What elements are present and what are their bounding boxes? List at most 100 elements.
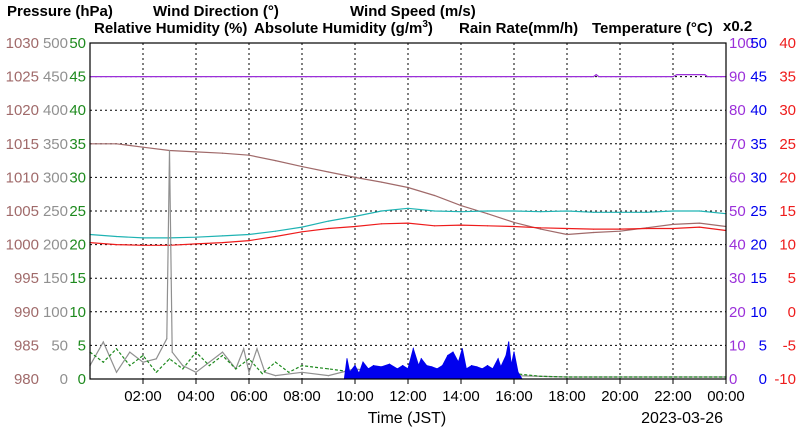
- series-abs_humidity-point: [539, 211, 542, 213]
- y-tick-label-pressure: 995: [14, 270, 39, 287]
- series-wind_speed-point: [274, 361, 277, 363]
- series-rain-point: [471, 365, 473, 367]
- series-rain-point: [388, 363, 391, 365]
- y-tick-label-temperature: 35: [779, 69, 796, 86]
- series-pressure-point: [672, 223, 674, 225]
- x-tick-label: 10:00: [336, 388, 374, 405]
- series-abs_humidity-point: [513, 210, 515, 212]
- y-tick-label-temperature: 40: [779, 35, 796, 52]
- series-wind_direction-point: [248, 371, 250, 373]
- y-tick-label-pressure: 1010: [6, 169, 39, 186]
- series-pressure-point: [195, 151, 197, 153]
- series-wind_direction-point: [102, 341, 104, 343]
- x-tick-label: 14:00: [442, 388, 480, 405]
- series-wind_speed-point: [182, 368, 184, 370]
- series-abs_humidity-point: [592, 211, 595, 213]
- y-tick-label-wind_speed: 35: [69, 136, 86, 153]
- series-temperature-point: [486, 225, 489, 227]
- y-tick-label-humidity: 100: [729, 35, 754, 52]
- legend-rain-scale: x0.2: [723, 18, 752, 35]
- series-pressure-point: [513, 221, 515, 223]
- series-temperature-point: [592, 228, 595, 230]
- series-temperature-point: [115, 244, 118, 246]
- series-temperature-point: [407, 222, 409, 224]
- y-tick-label-temperature: 10: [779, 237, 796, 254]
- y-tick-label-wind_speed: 5: [78, 337, 86, 354]
- series-temperature-point: [380, 223, 383, 225]
- series-rain-point: [367, 368, 369, 370]
- series-abs_humidity-point: [274, 230, 277, 232]
- series-temperature-point: [168, 244, 171, 246]
- series-rain-point: [492, 368, 494, 370]
- y-tick-label-wind_speed: 25: [69, 203, 86, 220]
- series-rain-point: [476, 366, 478, 368]
- series-abs_humidity-point: [407, 207, 409, 209]
- y-tick-label-wind_direction: 450: [43, 69, 68, 86]
- series-temperature-point: [354, 225, 356, 228]
- y-tick-label-humidity: 0: [729, 371, 737, 388]
- series-wind_direction-point: [129, 351, 131, 353]
- y-tick-label-temperature: 5: [788, 270, 796, 287]
- y-tick-label-pressure: 1030: [6, 35, 39, 52]
- y-tick-label-temperature: 30: [779, 102, 796, 119]
- series-temperature-point: [274, 235, 277, 238]
- series-wind_direction-point: [195, 371, 197, 373]
- series-pressure-point: [380, 181, 383, 183]
- series-wind_direction-point: [243, 348, 245, 350]
- series-pressure-point: [274, 160, 277, 162]
- series-pressure-point: [486, 213, 489, 215]
- series-humidity-point: [592, 76, 595, 78]
- y-tick-label-humidity: 90: [729, 69, 746, 86]
- y-tick-label-wind_speed: 0: [78, 371, 86, 388]
- series-rain-point: [358, 373, 360, 375]
- series-pressure-point: [539, 228, 542, 230]
- series-wind_speed-point: [327, 368, 330, 370]
- series-rain-point: [481, 368, 483, 370]
- y-tick-label-rain: 5: [759, 337, 767, 354]
- series-pressure-point: [566, 233, 568, 236]
- y-tick-label-wind_direction: 400: [43, 102, 68, 119]
- y-tick-label-wind_speed: 15: [69, 270, 86, 287]
- series-rain-point: [349, 371, 351, 373]
- y-tick-label-humidity: 60: [729, 169, 746, 186]
- y-tick-label-rain: 25: [750, 203, 767, 220]
- series-temperature-point: [672, 227, 674, 230]
- series-pressure-point: [354, 176, 356, 178]
- y-tick-label-rain: 20: [750, 237, 767, 254]
- series-rain-point: [362, 361, 364, 363]
- y-tick-label-wind_speed: 30: [69, 169, 86, 186]
- series-wind_speed-line: [89, 347, 726, 378]
- series-abs_humidity-point: [433, 210, 436, 212]
- y-tick-label-wind_speed: 45: [69, 69, 86, 86]
- y-tick-label-pressure: 1015: [6, 136, 39, 153]
- series-rain-point: [407, 368, 409, 370]
- x-axis-label: Time (JST): [368, 410, 447, 427]
- y-tick-label-pressure: 985: [14, 337, 39, 354]
- series-humidity-point: [676, 74, 678, 76]
- series-abs_humidity-point: [698, 210, 701, 212]
- y-tick-label-pressure: 980: [14, 371, 39, 388]
- series-rain-point: [396, 368, 398, 370]
- series-abs_humidity-point: [380, 210, 383, 212]
- series-temperature-point: [248, 240, 250, 242]
- series-rain-point: [354, 365, 356, 367]
- series-rain-point: [436, 368, 438, 370]
- series-wind_direction-point: [327, 375, 330, 377]
- series-abs_humidity-point: [195, 236, 197, 238]
- series-temperature-point: [142, 244, 144, 246]
- series-rain-point: [402, 365, 404, 367]
- series-wind_direction-point: [166, 338, 168, 340]
- series-rain-point: [418, 365, 420, 367]
- series-wind_speed-point: [235, 368, 237, 370]
- series-rain-point: [517, 371, 519, 373]
- series-wind_direction-point: [142, 361, 144, 363]
- series-pressure-point: [327, 171, 330, 173]
- series-abs_humidity-point: [566, 210, 568, 212]
- series-humidity-point: [706, 76, 709, 78]
- series-temperature-point: [433, 225, 436, 227]
- plot-area: 02:00 04:00 06:00 08:00 10:00 12:00 14:00 16:00…: [6, 35, 796, 405]
- y-tick-label-temperature: -10: [774, 371, 796, 388]
- series-humidity-point: [595, 74, 597, 76]
- series-wind_speed-point: [539, 375, 542, 377]
